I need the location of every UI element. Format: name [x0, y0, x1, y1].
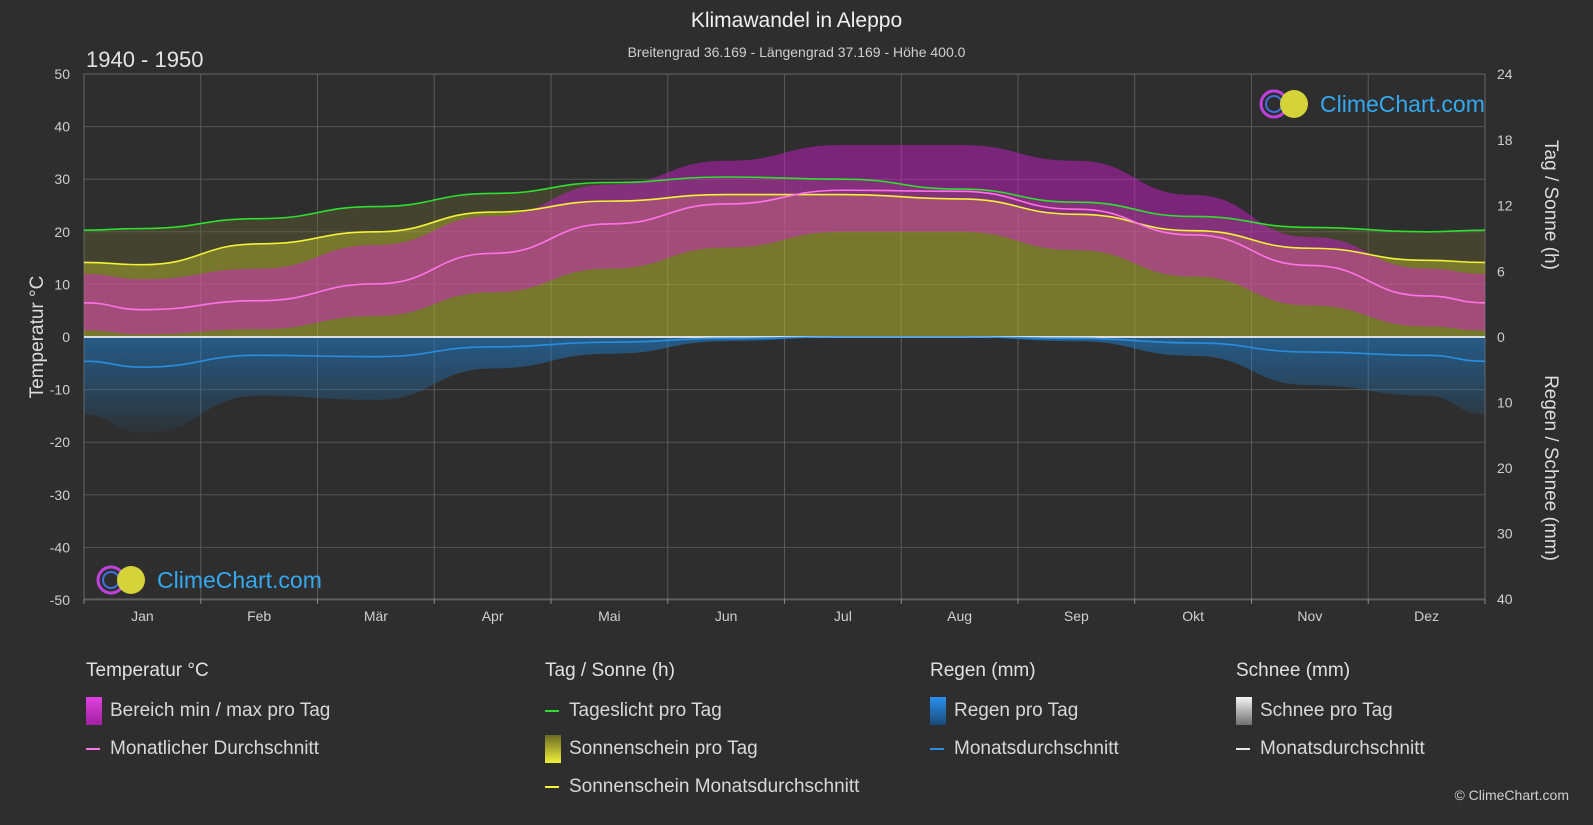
y-left-tick-label: -40 — [50, 539, 70, 555]
x-tick-label: Nov — [1297, 608, 1322, 624]
series-line-temp-avg — [84, 189, 1485, 311]
x-tick-label: Feb — [247, 608, 271, 624]
legend-item-snow-avg: Monatsdurchschnitt — [1236, 736, 1425, 762]
line-swatch-icon — [86, 748, 100, 750]
period-label: 1940 - 1950 — [86, 47, 204, 72]
legend-label: Regen pro Tag — [954, 700, 1079, 721]
x-tick-label: Jul — [834, 608, 852, 624]
brand-text: ClimeChart.com — [157, 566, 322, 593]
y-left-axis-title: Temperatur °C — [27, 276, 48, 399]
series-line-daylight — [84, 176, 1485, 233]
x-tick-label: Aug — [947, 608, 972, 624]
plot-area — [84, 145, 1485, 434]
legend-temperature: Temperatur °C Bereich min / max pro Tag … — [86, 660, 330, 774]
line-swatch-icon — [545, 710, 559, 712]
legend-item-snow-per-day: Schnee pro Tag — [1236, 697, 1425, 725]
swatch-icon — [86, 697, 102, 725]
y-right-bottom-tick-label: 30 — [1497, 526, 1513, 542]
y-left-tick-label: -10 — [50, 382, 70, 398]
x-tick-label: Okt — [1182, 608, 1204, 624]
legend-label: Monatsdurchschnitt — [1260, 738, 1425, 759]
y-right-top-tick-label: 12 — [1497, 198, 1513, 214]
swatch-icon — [1236, 697, 1252, 725]
y-left-tick-label: 30 — [54, 171, 70, 187]
legend-item-temp-range: Bereich min / max pro Tag — [86, 697, 331, 725]
x-tick-label: Mai — [598, 608, 621, 624]
x-tick-label: Mär — [364, 608, 388, 624]
legend-label: Sonnenschein pro Tag — [569, 738, 758, 759]
series-line-sunshine-avg — [84, 193, 1485, 266]
brand-text: ClimeChart.com — [1320, 90, 1485, 117]
line-swatch-icon — [1236, 748, 1250, 750]
y-right-top-tick-label: 18 — [1497, 132, 1513, 148]
y-left-tick-label: 50 — [54, 66, 70, 82]
climechart-logo-icon — [96, 565, 145, 595]
chart-subtitle: Breitengrad 36.169 - Längengrad 37.169 -… — [627, 44, 966, 60]
legend-item-rain-avg: Monatsdurchschnitt — [930, 736, 1119, 762]
legend-heading: Tag / Sonne (h) — [545, 660, 675, 681]
legend-label: Monatlicher Durchschnitt — [110, 738, 320, 759]
y-left-tick-label: 0 — [62, 329, 70, 345]
line-swatch-icon — [930, 748, 944, 750]
y-right-top-tick-label: 6 — [1497, 263, 1505, 279]
y-right-bottom-tick-label: 40 — [1497, 591, 1513, 607]
x-tick-label: Jan — [131, 608, 154, 624]
y-right-bottom-axis-title: Regen / Schnee (mm) — [1540, 375, 1561, 561]
series-line-rain-avg — [84, 336, 1485, 368]
x-tick-label: Jun — [715, 608, 738, 624]
legend-heading: Schnee (mm) — [1236, 660, 1351, 681]
y-left-tick-label: 40 — [54, 119, 70, 135]
copyright: © ClimeChart.com — [1454, 787, 1569, 803]
y-right-top-axis-title: Tag / Sonne (h) — [1540, 140, 1561, 270]
legend-label: Tageslicht pro Tag — [569, 700, 722, 721]
legend-item-sunshine: Sonnenschein pro Tag — [545, 735, 859, 763]
temp-range-band — [84, 145, 1485, 335]
brand-logo-top[interactable]: ClimeChart.com — [1258, 88, 1485, 120]
legend-label: Bereich min / max pro Tag — [110, 700, 331, 721]
x-tick-label: Apr — [482, 608, 504, 624]
legend-label: Schnee pro Tag — [1260, 700, 1393, 721]
sunshine-area — [84, 194, 1485, 337]
chart-title: Klimawandel in Aleppo — [690, 9, 903, 32]
y-left-tick-label: -50 — [50, 592, 70, 608]
legend-label: Monatsdurchschnitt — [954, 738, 1119, 759]
swatch-icon — [545, 735, 561, 763]
y-left-tick-label: -30 — [50, 487, 70, 503]
legend-heading: Regen (mm) — [930, 660, 1036, 681]
legend-item-temp-avg: Monatlicher Durchschnitt — [86, 736, 330, 762]
brand-logo-bottom[interactable]: ClimeChart.com — [95, 564, 322, 596]
legend-item-daylight: Tageslicht pro Tag — [545, 698, 859, 724]
legend-item-sunshine-avg: Sonnenschein Monatsdurchschnitt — [545, 774, 859, 800]
climechart-logo-icon — [1259, 89, 1308, 119]
y-right-top-tick-label: 0 — [1497, 329, 1505, 345]
legend-snow: Schnee (mm) Schnee pro Tag Monatsdurchsc… — [1236, 660, 1425, 774]
legend-item-rain-per-day: Regen pro Tag — [930, 697, 1119, 725]
y-right-top-tick-label: 24 — [1497, 66, 1513, 82]
y-left-tick-label: -20 — [50, 434, 70, 450]
swatch-icon — [930, 697, 946, 725]
y-right-bottom-tick-label: 20 — [1497, 460, 1513, 476]
y-left-tick-label: 20 — [54, 224, 70, 240]
legend-label: Sonnenschein Monatsdurchschnitt — [569, 776, 860, 797]
legend-heading: Temperatur °C — [86, 660, 209, 681]
x-tick-label: Sep — [1064, 608, 1089, 624]
legend-sun: Tag / Sonne (h) Tageslicht pro Tag Sonne… — [545, 660, 859, 812]
y-right-bottom-tick-label: 10 — [1497, 395, 1513, 411]
rain-area — [84, 337, 1485, 434]
line-swatch-icon — [545, 786, 559, 788]
legend-rain: Regen (mm) Regen pro Tag Monatsdurchschn… — [930, 660, 1119, 774]
x-tick-label: Dez — [1414, 608, 1439, 624]
y-left-tick-label: 10 — [54, 276, 70, 292]
